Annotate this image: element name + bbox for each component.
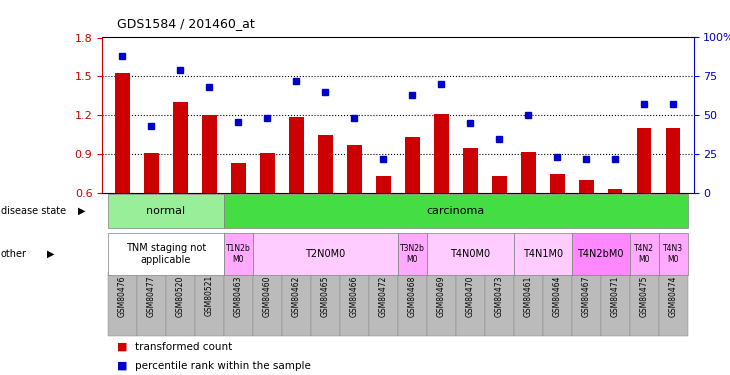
- Text: GSM80461: GSM80461: [524, 275, 533, 316]
- Text: GSM80472: GSM80472: [379, 275, 388, 316]
- Bar: [108, 194, 224, 228]
- Bar: [514, 233, 572, 275]
- Bar: [195, 273, 224, 336]
- Bar: [108, 273, 137, 336]
- Bar: [108, 233, 224, 275]
- Text: GSM80475: GSM80475: [639, 275, 649, 316]
- Text: ▶: ▶: [78, 206, 85, 216]
- Text: GSM80465: GSM80465: [321, 275, 330, 316]
- Bar: [514, 273, 543, 336]
- Bar: [485, 273, 514, 336]
- Text: T1N2b
M0: T1N2b M0: [226, 244, 251, 264]
- Bar: [521, 152, 536, 193]
- Text: T4N0M0: T4N0M0: [450, 249, 491, 259]
- Bar: [137, 273, 166, 336]
- Text: GSM80466: GSM80466: [350, 275, 359, 316]
- Text: GSM80460: GSM80460: [263, 275, 272, 316]
- Bar: [224, 233, 253, 275]
- Bar: [231, 163, 246, 193]
- Bar: [434, 114, 448, 193]
- Bar: [630, 233, 658, 275]
- Text: percentile rank within the sample: percentile rank within the sample: [135, 361, 311, 370]
- Text: ■: ■: [117, 342, 127, 352]
- Bar: [311, 273, 340, 336]
- Bar: [572, 233, 630, 275]
- Bar: [282, 273, 311, 336]
- Bar: [398, 273, 427, 336]
- Text: T2N0M0: T2N0M0: [305, 249, 345, 259]
- Bar: [340, 273, 369, 336]
- Text: ▶: ▶: [47, 249, 55, 259]
- Bar: [260, 153, 274, 193]
- Bar: [376, 176, 391, 193]
- Text: T3N2b
M0: T3N2b M0: [400, 244, 425, 264]
- Text: GSM80469: GSM80469: [437, 275, 446, 316]
- Text: transformed count: transformed count: [135, 342, 232, 352]
- Bar: [145, 153, 158, 193]
- Bar: [550, 174, 564, 193]
- Bar: [637, 128, 651, 193]
- Bar: [630, 273, 658, 336]
- Bar: [608, 189, 623, 193]
- Text: T4N3
M0: T4N3 M0: [663, 244, 683, 264]
- Bar: [658, 273, 688, 336]
- Text: GSM80476: GSM80476: [118, 275, 127, 316]
- Text: GSM80467: GSM80467: [582, 275, 591, 316]
- Text: T4N1M0: T4N1M0: [523, 249, 563, 259]
- Bar: [115, 72, 130, 193]
- Text: GSM80477: GSM80477: [147, 275, 156, 316]
- Bar: [347, 145, 361, 193]
- Bar: [318, 135, 333, 193]
- Bar: [173, 102, 188, 193]
- Bar: [666, 128, 680, 193]
- Bar: [166, 273, 195, 336]
- Bar: [224, 194, 688, 228]
- Bar: [579, 180, 593, 193]
- Bar: [463, 148, 477, 193]
- Text: T4N2
M0: T4N2 M0: [634, 244, 654, 264]
- Text: GSM80470: GSM80470: [466, 275, 474, 316]
- Bar: [427, 233, 514, 275]
- Bar: [601, 273, 630, 336]
- Text: GSM80473: GSM80473: [495, 275, 504, 316]
- Text: carcinoma: carcinoma: [427, 206, 485, 216]
- Bar: [405, 137, 420, 193]
- Bar: [289, 117, 304, 193]
- Bar: [202, 116, 217, 193]
- Text: GSM80520: GSM80520: [176, 275, 185, 316]
- Text: normal: normal: [147, 206, 185, 216]
- Bar: [658, 233, 688, 275]
- Text: GSM80471: GSM80471: [611, 275, 620, 316]
- Text: TNM staging not
applicable: TNM staging not applicable: [126, 243, 206, 265]
- Text: other: other: [1, 249, 27, 259]
- Text: GSM80521: GSM80521: [205, 275, 214, 316]
- Bar: [543, 273, 572, 336]
- Bar: [253, 233, 398, 275]
- Bar: [427, 273, 456, 336]
- Text: T4N2bM0: T4N2bM0: [577, 249, 624, 259]
- Text: GSM80464: GSM80464: [553, 275, 562, 316]
- Text: GSM80462: GSM80462: [292, 275, 301, 316]
- Text: GSM80474: GSM80474: [669, 275, 677, 316]
- Bar: [369, 273, 398, 336]
- Bar: [572, 273, 601, 336]
- Text: ■: ■: [117, 361, 127, 370]
- Text: GSM80463: GSM80463: [234, 275, 243, 316]
- Bar: [492, 176, 507, 193]
- Bar: [456, 273, 485, 336]
- Text: disease state: disease state: [1, 206, 66, 216]
- Text: GSM80468: GSM80468: [408, 275, 417, 316]
- Bar: [253, 273, 282, 336]
- Bar: [398, 233, 427, 275]
- Bar: [224, 273, 253, 336]
- Text: GDS1584 / 201460_at: GDS1584 / 201460_at: [117, 17, 255, 30]
